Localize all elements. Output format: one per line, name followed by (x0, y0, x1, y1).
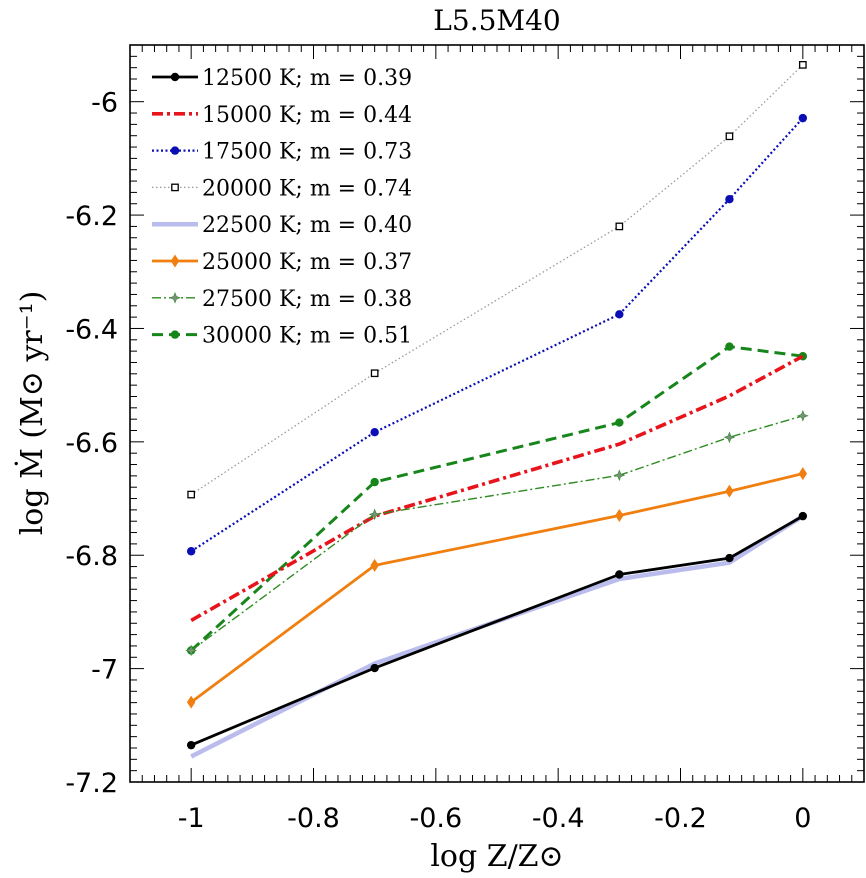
data-point (615, 222, 624, 231)
legend-entry: 22500 K; m = 0.40 (152, 213, 412, 238)
plot-frame (129, 44, 865, 783)
data-point (725, 132, 734, 141)
data-point (370, 369, 379, 378)
y-axis-title: log Ṁ (M⊙ yr⁻¹) (14, 291, 50, 536)
data-point (725, 553, 734, 563)
data-point (187, 490, 196, 499)
data-point (615, 509, 624, 523)
series-2 (190, 354, 804, 622)
legend-label: 22500 K; m = 0.40 (202, 213, 412, 238)
data-point (615, 418, 624, 427)
legend-label: 30000 K; m = 0.51 (202, 324, 412, 349)
data-point (725, 484, 734, 498)
series-8 (186, 342, 808, 655)
data-point (798, 511, 808, 521)
data-point (798, 467, 808, 481)
legend-entry: 15000 K; m = 0.44 (152, 103, 412, 128)
data-point (615, 310, 624, 319)
series-line (190, 64, 804, 496)
series-line (190, 354, 804, 622)
data-point (185, 644, 197, 657)
legend-marker (170, 330, 180, 339)
x-tick-label: -0.2 (654, 803, 707, 834)
series-6 (186, 467, 808, 709)
y-tick-label: -6.6 (65, 428, 118, 459)
legend-marker (171, 183, 179, 192)
series-line (190, 514, 805, 759)
data-point (725, 342, 734, 351)
legend-entry: 17500 K; m = 0.73 (152, 140, 412, 165)
series-1 (186, 511, 808, 750)
series-line (190, 345, 803, 652)
plot-series (185, 60, 809, 759)
x-tick-label: -1 (178, 803, 205, 834)
legend-label: 12500 K; m = 0.39 (202, 66, 412, 91)
data-point (615, 570, 624, 579)
data-point (368, 508, 381, 521)
legend-entry: 20000 K; m = 0.74 (152, 176, 412, 201)
y-tick-label: -6.2 (65, 201, 118, 232)
data-point (725, 195, 734, 204)
legend-label: 27500 K; m = 0.38 (202, 287, 412, 312)
chart-title: L5.5M40 (433, 4, 560, 37)
data-point (613, 469, 626, 482)
legend-entry: 27500 K; m = 0.38 (152, 287, 412, 312)
legend: 12500 K; m = 0.39 15000 K; m = 0.44 17500 … (152, 66, 412, 349)
series-7 (185, 409, 809, 657)
x-tick-label: -0.6 (409, 803, 462, 834)
series-4 (187, 60, 807, 499)
data-point (370, 428, 379, 437)
series-5 (190, 514, 805, 759)
data-point (186, 740, 196, 750)
x-axis-title: log Z/Z⊙ (430, 839, 563, 874)
series-line (190, 117, 804, 553)
legend-marker (170, 254, 180, 268)
data-point (186, 547, 196, 556)
y-tick-label: -6.4 (65, 314, 118, 345)
data-point (370, 663, 379, 673)
x-tick-label: -0.4 (532, 803, 585, 834)
legend-marker (170, 72, 180, 82)
legend-marker (170, 146, 180, 155)
y-tick-label: -6.8 (65, 541, 118, 572)
tick-labels: -1 -0.8 -0.6 -0.4 -0.2 0 -7.2 -7 -6.8 -6.6 -6.4 -6.… (65, 88, 811, 834)
series-3 (186, 113, 808, 556)
legend-label: 25000 K; m = 0.37 (202, 250, 412, 275)
series-line (190, 472, 804, 704)
data-point (798, 113, 808, 123)
data-point (797, 409, 809, 422)
y-tick-label: -6 (91, 88, 118, 119)
data-point (370, 558, 379, 572)
data-point (370, 477, 379, 487)
legend-entry: 30000 K; m = 0.51 (152, 324, 412, 349)
data-point (186, 695, 196, 709)
legend-marker (169, 291, 181, 304)
data-point (798, 60, 807, 69)
legend-label: 17500 K; m = 0.73 (202, 140, 412, 165)
legend-entry: 25000 K; m = 0.37 (152, 250, 412, 275)
legend-label: 15000 K; m = 0.44 (202, 103, 412, 128)
data-point (723, 431, 736, 444)
x-tick-label: -0.8 (287, 803, 340, 834)
x-tick-label: 0 (794, 803, 811, 834)
legend-entry: 12500 K; m = 0.39 (152, 66, 412, 91)
legend-label: 20000 K; m = 0.74 (202, 176, 412, 201)
y-tick-label: -7.2 (65, 768, 118, 799)
y-tick-label: -7 (91, 655, 118, 686)
